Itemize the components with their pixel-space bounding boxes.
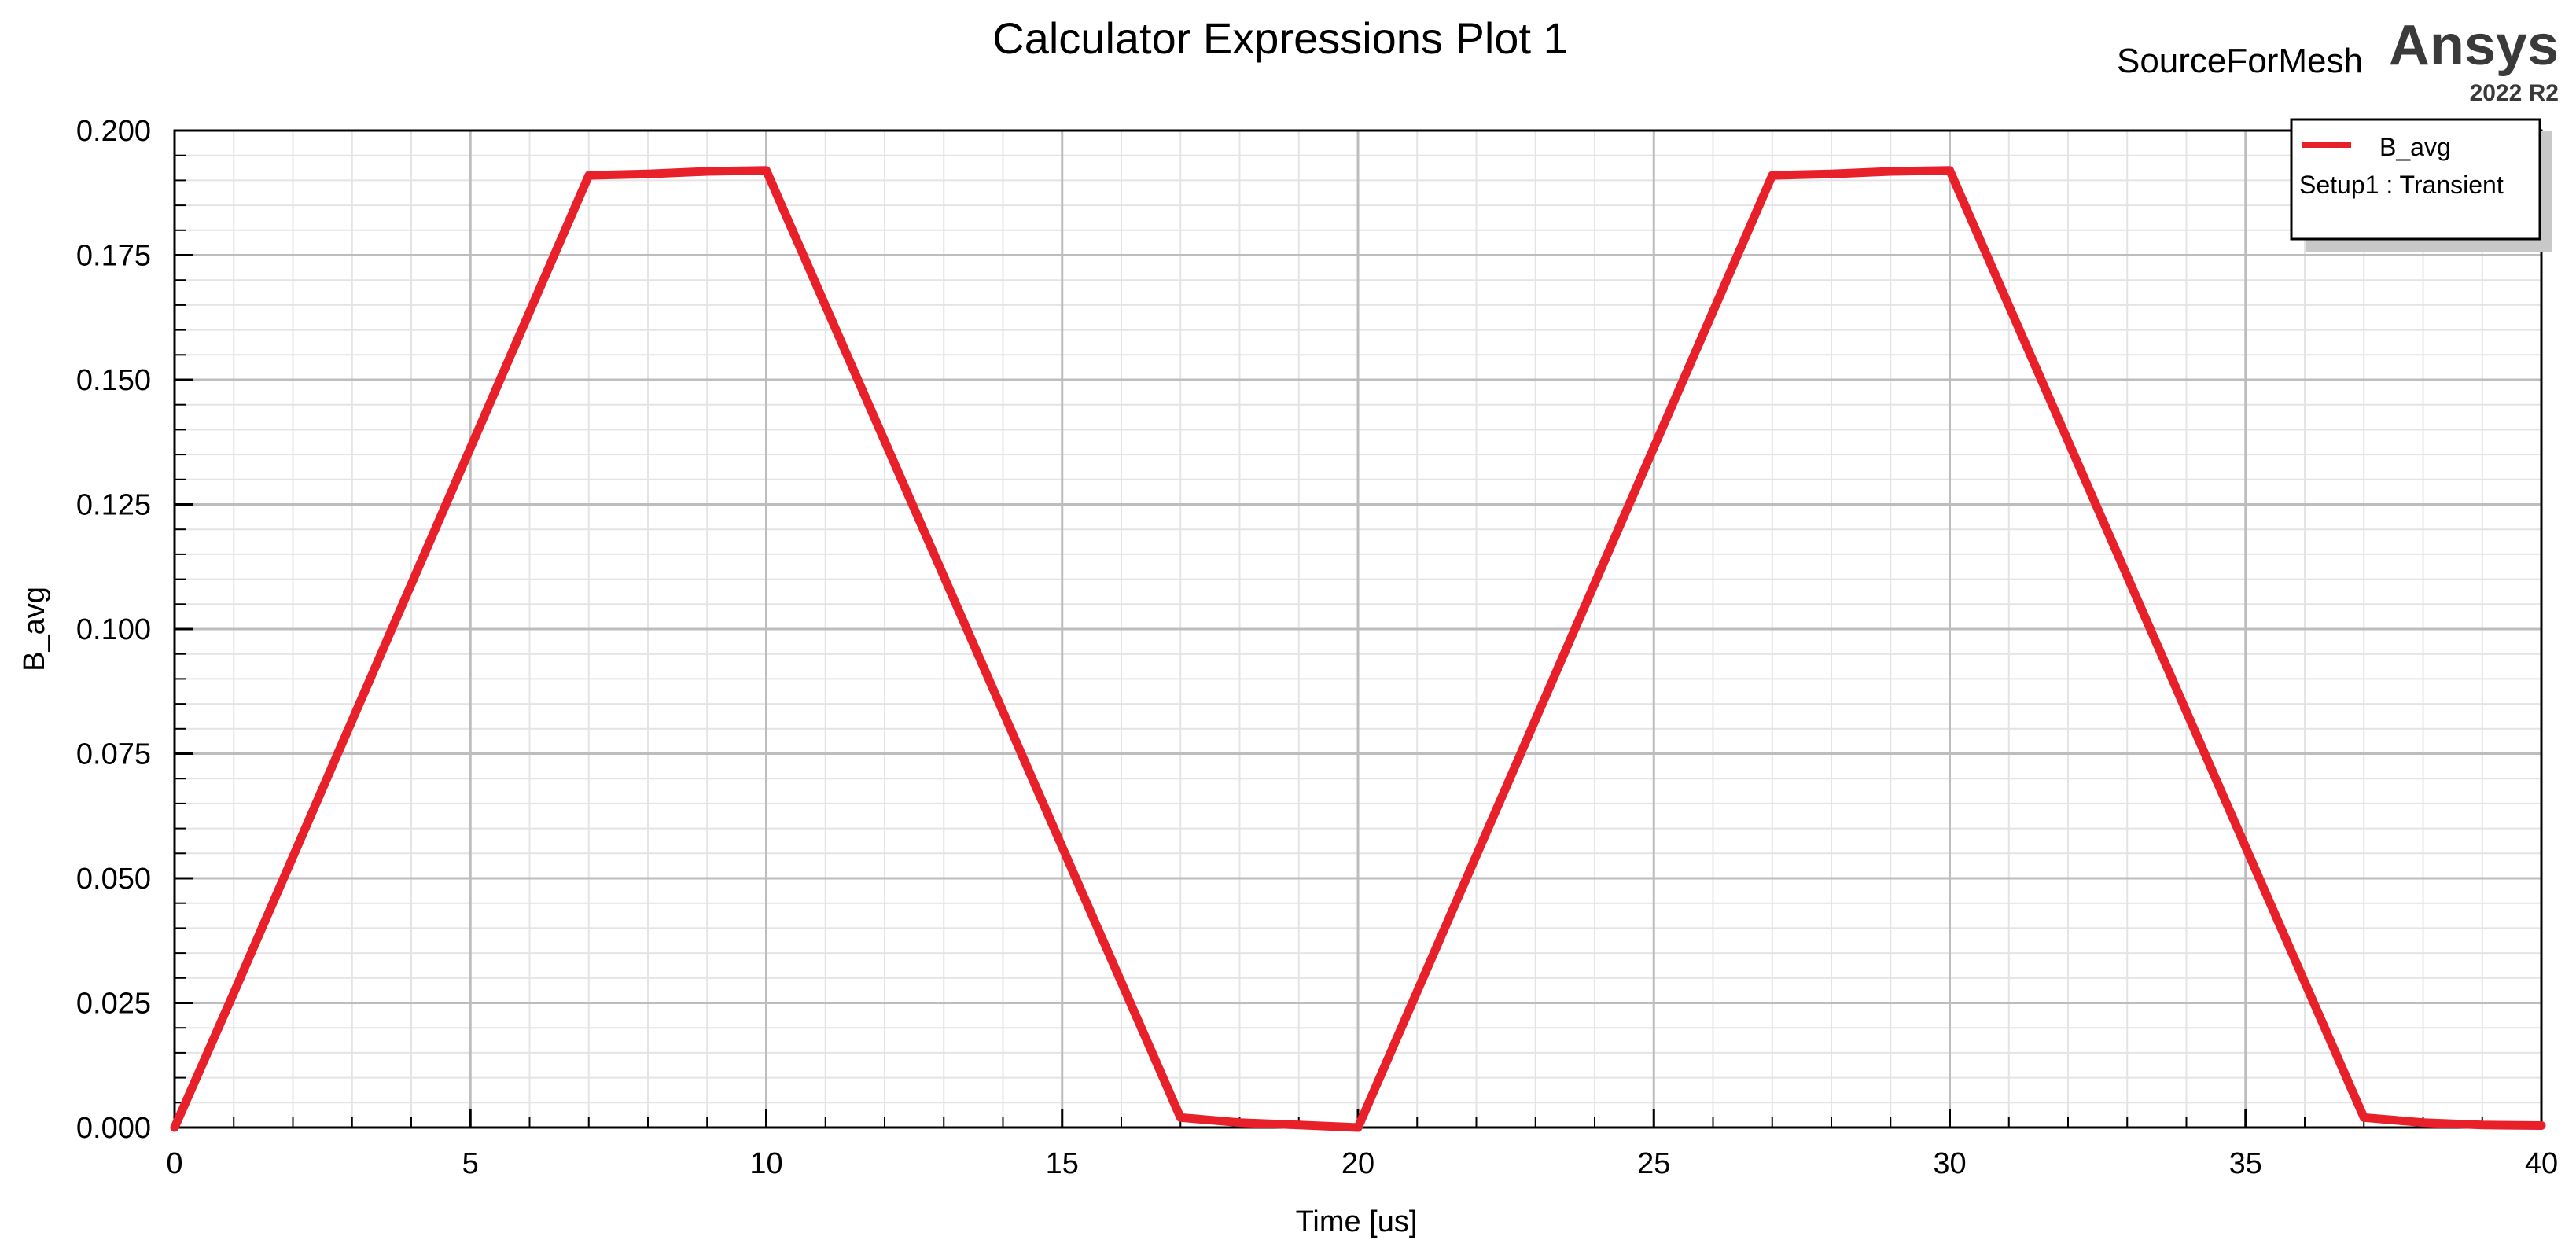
legend[interactable]: B_avg Setup1 : Transient [2290, 118, 2552, 252]
y-tick-label: 0.200 [76, 115, 151, 148]
x-axis: 0 5 10 15 20 25 30 35 40 [166, 1109, 2558, 1180]
y-tick-label: 0.150 [76, 364, 151, 397]
y-axis-label: B_avg [18, 587, 51, 671]
ansys-logo: Ansys [2389, 14, 2559, 77]
x-tick-label: 0 [166, 1147, 182, 1180]
x-tick-label: 5 [462, 1147, 479, 1180]
data-point [1236, 1119, 1243, 1126]
x-tick-label: 30 [1933, 1147, 1966, 1180]
y-tick-label: 0.075 [76, 738, 151, 771]
x-tick-label: 35 [2229, 1147, 2262, 1180]
data-point [1355, 1124, 1361, 1131]
legend-box [2290, 118, 2541, 241]
y-tick-label: 0.000 [76, 1112, 151, 1145]
series-line-b-avg [170, 166, 2546, 1132]
x-tick-label: 20 [1341, 1147, 1374, 1180]
y-tick-label: 0.100 [76, 613, 151, 646]
data-point [645, 171, 651, 178]
data-point [704, 167, 711, 175]
design-name: SourceForMesh [2117, 42, 2363, 80]
x-tick-label: 40 [2525, 1147, 2558, 1180]
data-point [585, 172, 592, 179]
data-point [1946, 167, 1953, 174]
data-point [230, 989, 237, 996]
chart-title: Calculator Expressions Plot 1 [992, 13, 1567, 63]
y-tick-label: 0.125 [76, 489, 151, 522]
data-point [1295, 1121, 1302, 1128]
version-label: 2022 R2 [2470, 80, 2559, 106]
y-axis: 0.000 0.025 0.050 0.075 0.100 0.125 0.150 0.175… [76, 115, 193, 1145]
series-layer [170, 166, 2546, 1132]
legend-series-label: B_avg [2379, 133, 2451, 161]
data-point [171, 1124, 178, 1131]
y-tick-label: 0.050 [76, 863, 151, 896]
legend-setup-label: Setup1 : Transient [2299, 171, 2504, 199]
data-point [2538, 1122, 2545, 1129]
major-grid [175, 131, 2541, 1128]
data-point [1828, 171, 1834, 178]
data-point [2420, 1119, 2427, 1126]
data-point [2361, 1114, 2368, 1121]
data-point [1887, 167, 1894, 175]
y-tick-label: 0.025 [76, 988, 151, 1021]
x-tick-label: 10 [749, 1147, 782, 1180]
data-point [2478, 1121, 2486, 1128]
x-axis-label: Time [us] [1296, 1205, 1418, 1238]
data-point [1177, 1114, 1184, 1121]
data-point [763, 167, 770, 174]
y-tick-label: 0.175 [76, 240, 151, 273]
data-point [1768, 172, 1776, 179]
x-tick-label: 25 [1637, 1147, 1670, 1180]
x-tick-label: 15 [1046, 1147, 1079, 1180]
